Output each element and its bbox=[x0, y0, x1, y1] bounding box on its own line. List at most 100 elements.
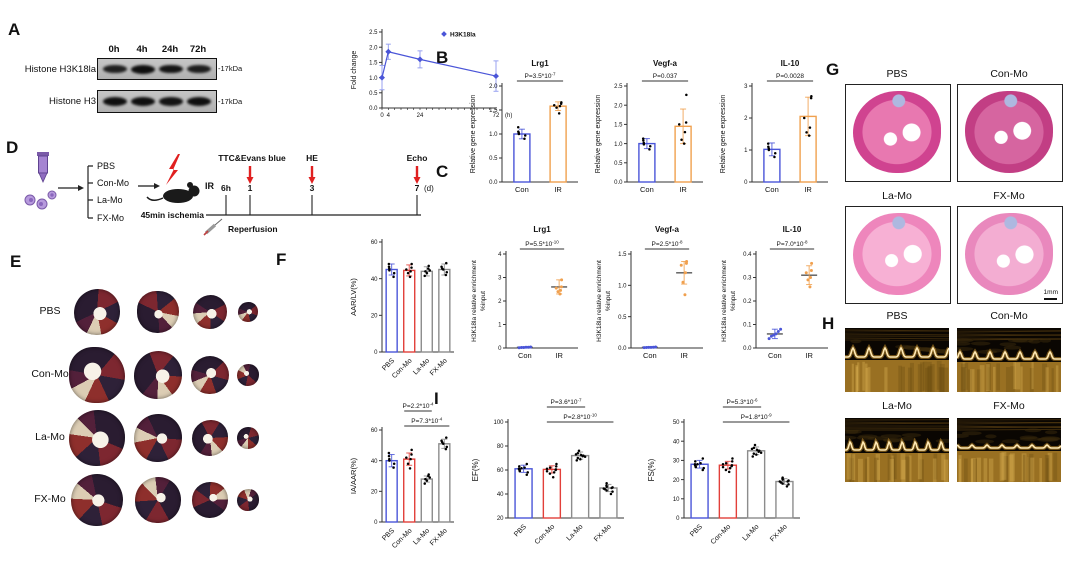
scale-bar: 1mm bbox=[1044, 289, 1058, 300]
svg-text:Fold change: Fold change bbox=[351, 51, 358, 90]
he-section-image: 1mm bbox=[957, 206, 1063, 304]
svg-text:4: 4 bbox=[387, 113, 391, 119]
svg-text:IR: IR bbox=[680, 351, 688, 360]
panel-letter-e: E bbox=[10, 252, 22, 271]
svg-text:1.0: 1.0 bbox=[618, 284, 627, 290]
svg-text:La-Mo: La-Mo bbox=[742, 523, 761, 542]
ttc-heart-image bbox=[192, 482, 228, 518]
svg-text:0: 0 bbox=[498, 346, 502, 352]
svg-text:Con-Mo: Con-Mo bbox=[710, 523, 733, 546]
svg-text:H3K18la relative enrichment: H3K18la relative enrichment bbox=[596, 260, 603, 342]
svg-text:20: 20 bbox=[371, 314, 378, 320]
svg-text:Vegf-a: Vegf-a bbox=[655, 225, 680, 234]
blot-strip-h3 bbox=[97, 90, 217, 113]
ttc-heart-image bbox=[137, 291, 179, 333]
svg-text:40: 40 bbox=[371, 277, 378, 283]
svg-text:1.5: 1.5 bbox=[369, 61, 378, 67]
svg-text:Con: Con bbox=[765, 185, 779, 194]
echo-tile-label: Con-Mo bbox=[990, 310, 1028, 322]
svg-text:Vegf-a: Vegf-a bbox=[653, 59, 678, 68]
ttc-heart-image bbox=[69, 347, 125, 403]
blot-band bbox=[131, 64, 155, 74]
he-tile-label: La-Mo bbox=[882, 190, 912, 202]
panel-letter-d: D bbox=[6, 138, 19, 157]
experiment-scheme-diagram: PBS Con-Mo La-Mo FX-Mo IR 45min ischemia… bbox=[24, 152, 434, 236]
svg-text:Lrg1: Lrg1 bbox=[531, 59, 549, 68]
echo-mmode-image bbox=[845, 328, 949, 392]
ttc-heart-image bbox=[71, 474, 123, 526]
svg-text:(h): (h) bbox=[505, 113, 512, 119]
svg-text:1.5: 1.5 bbox=[618, 252, 627, 258]
svg-text:2: 2 bbox=[498, 299, 502, 305]
ttc-heart-image bbox=[69, 410, 125, 466]
ttc-heart-image bbox=[134, 351, 182, 399]
ir-label: IR bbox=[205, 181, 215, 191]
group-label-fxmo: FX-Mo bbox=[97, 213, 124, 223]
svg-text:FX-Mo: FX-Mo bbox=[593, 523, 613, 543]
blot-band bbox=[131, 97, 155, 106]
svg-text:La-Mo: La-Mo bbox=[566, 523, 585, 542]
svg-text:IL-10: IL-10 bbox=[781, 59, 800, 68]
svg-text:P=2.5*10-8: P=2.5*10-8 bbox=[652, 240, 683, 249]
ttc-heart-image bbox=[134, 414, 182, 462]
svg-text:24: 24 bbox=[417, 113, 424, 119]
svg-text:1: 1 bbox=[498, 323, 502, 329]
blot-band bbox=[103, 97, 127, 106]
ef-bar-chart: 20 40 60 80 100 EF(%) PBS Con-Mo La-Mo FX-Mo P=3.6… bbox=[471, 398, 624, 546]
svg-text:20: 20 bbox=[497, 516, 504, 522]
svg-text:PBS: PBS bbox=[513, 523, 528, 538]
echo-tile-label: PBS bbox=[886, 310, 908, 322]
panel-letter-i: I bbox=[434, 389, 439, 408]
blot-band bbox=[159, 97, 183, 106]
svg-text:1.0: 1.0 bbox=[614, 142, 623, 148]
panel-letter-b: B bbox=[436, 48, 449, 67]
timeline-unit: (d) bbox=[424, 184, 434, 193]
ttc-heart-image bbox=[74, 289, 120, 335]
svg-text:Lrg1: Lrg1 bbox=[533, 225, 551, 234]
svg-text:0: 0 bbox=[744, 180, 748, 186]
svg-text:H3K18la relative enrichment: H3K18la relative enrichment bbox=[721, 260, 728, 342]
he-heart-section bbox=[965, 213, 1053, 295]
blot-strip-h3k18la bbox=[97, 58, 217, 80]
event-label-he: HE bbox=[306, 153, 318, 163]
blot-band bbox=[103, 65, 127, 73]
il10-expression-bar-chart: IL-10 0 1 2 3 Relative gene expression Con IR P=… bbox=[720, 59, 828, 194]
echo-tile-label: FX-Mo bbox=[993, 400, 1025, 412]
ttc-heart-image bbox=[238, 302, 258, 322]
svg-text:Relative gene expression: Relative gene expression bbox=[720, 95, 727, 174]
svg-text:FX-Mo: FX-Mo bbox=[769, 523, 789, 543]
svg-text:60: 60 bbox=[497, 468, 504, 474]
ttc-row-label: FX-Mo bbox=[34, 493, 66, 505]
blot-band bbox=[187, 65, 211, 73]
svg-text:30: 30 bbox=[673, 459, 680, 465]
ttc-row-label: Con-Mo bbox=[31, 368, 69, 380]
reperfusion-label: Reperfusion bbox=[228, 224, 278, 234]
svg-text:0.5: 0.5 bbox=[614, 161, 623, 167]
ttc-heart-image bbox=[191, 356, 229, 394]
svg-text:IR: IR bbox=[555, 351, 563, 360]
svg-text:PBS: PBS bbox=[381, 527, 396, 542]
svg-text:H3K18la relative enrichment: H3K18la relative enrichment bbox=[471, 260, 478, 342]
svg-text:P=5.5*10-10: P=5.5*10-10 bbox=[525, 240, 559, 249]
svg-text:50: 50 bbox=[673, 420, 680, 426]
lrg1-enrichment-scatter-chart: Lrg1 0 1 2 3 4 H3K18la relative enrichment %inp… bbox=[471, 225, 578, 360]
he-tile-label: FX-Mo bbox=[993, 190, 1025, 202]
svg-text:0.5: 0.5 bbox=[369, 91, 378, 97]
svg-text:H3K18la: H3K18la bbox=[450, 31, 476, 38]
svg-text:Con: Con bbox=[768, 351, 782, 360]
svg-text:0.4: 0.4 bbox=[743, 252, 752, 258]
echo-tile-label: La-Mo bbox=[882, 400, 912, 412]
svg-text:P=0.0028: P=0.0028 bbox=[776, 73, 804, 80]
syringe-icon bbox=[203, 218, 223, 236]
group-bracket bbox=[87, 165, 93, 219]
svg-text:0: 0 bbox=[374, 350, 378, 356]
he-tile-label: PBS bbox=[886, 68, 908, 80]
svg-text:0: 0 bbox=[380, 113, 384, 119]
svg-text:FS(%): FS(%) bbox=[647, 458, 656, 481]
svg-text:40: 40 bbox=[673, 439, 680, 445]
he-tile-label: Con-Mo bbox=[990, 68, 1028, 80]
svg-text:0.0: 0.0 bbox=[743, 346, 752, 352]
ttc-heart-image bbox=[193, 295, 227, 329]
svg-text:IR: IR bbox=[679, 185, 687, 194]
